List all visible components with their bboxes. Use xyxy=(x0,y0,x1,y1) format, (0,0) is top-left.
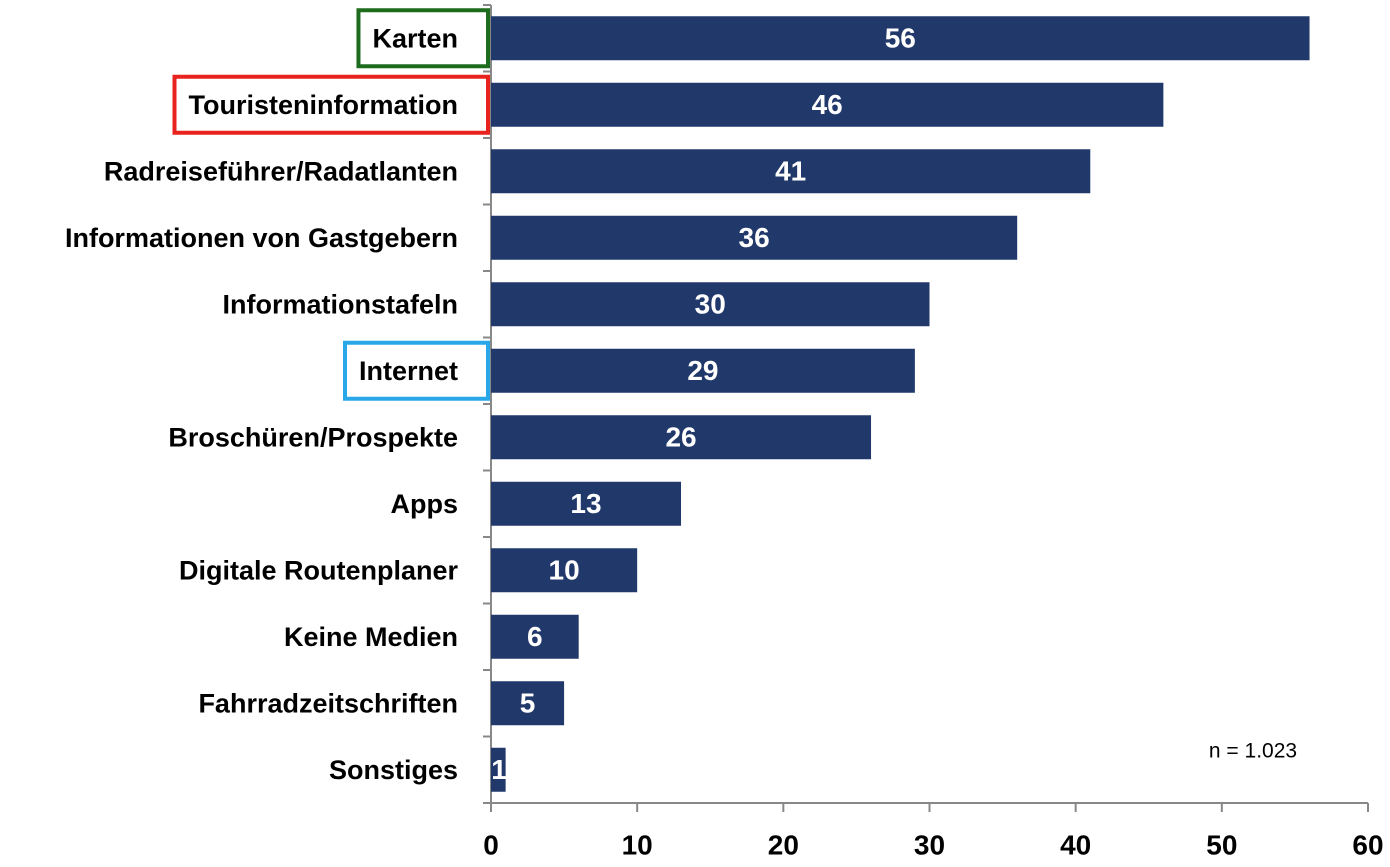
x-tick-label: 40 xyxy=(1060,829,1091,860)
x-tick-label: 0 xyxy=(483,829,499,860)
bar xyxy=(491,149,1091,194)
bar xyxy=(491,481,682,526)
value-label: 36 xyxy=(739,222,770,253)
category-label: Broschüren/Prospekte xyxy=(168,422,458,452)
value-label: 56 xyxy=(885,23,916,54)
category-label: Informationstafeln xyxy=(222,289,458,319)
bar xyxy=(491,415,872,460)
bar xyxy=(491,82,1164,127)
value-label: 26 xyxy=(665,422,696,453)
value-label: 46 xyxy=(812,89,843,120)
category-label: Internet xyxy=(359,356,458,386)
category-label: Digitale Routenplaner xyxy=(179,555,459,585)
value-label: 29 xyxy=(687,355,718,386)
label-highlight xyxy=(356,8,490,69)
value-label: 10 xyxy=(549,555,580,586)
category-label: Karten xyxy=(372,23,458,53)
category-label: Keine Medien xyxy=(284,622,458,652)
bar xyxy=(491,215,1018,260)
value-label: 5 xyxy=(520,688,536,719)
bar xyxy=(491,747,506,792)
label-highlight xyxy=(342,340,490,401)
annotation: n = 1.023 xyxy=(1209,740,1297,763)
value-label: 41 xyxy=(775,156,806,187)
x-tick-label: 20 xyxy=(768,829,799,860)
x-tick-label: 30 xyxy=(914,829,945,860)
bar xyxy=(491,348,915,393)
value-label: 30 xyxy=(695,289,726,320)
bar xyxy=(491,548,638,593)
category-label: Apps xyxy=(391,489,459,519)
category-label: Touristeninformation xyxy=(189,90,459,120)
bar xyxy=(491,282,930,327)
x-tick-label: 50 xyxy=(1206,829,1237,860)
bar xyxy=(491,681,565,726)
category-label: Sonstiges xyxy=(329,755,458,785)
bar xyxy=(491,614,579,659)
x-tick-label: 10 xyxy=(622,829,653,860)
category-label: Fahrradzeitschriften xyxy=(198,688,458,718)
category-label: Radreiseführer/Radatlanten xyxy=(104,156,458,186)
value-label: 1 xyxy=(491,754,507,785)
value-label: 13 xyxy=(570,488,601,519)
category-label: Informationen von Gastgebern xyxy=(65,223,458,253)
x-tick-label: 60 xyxy=(1352,829,1383,860)
bar xyxy=(491,16,1310,61)
value-label: 6 xyxy=(527,621,543,652)
label-highlight xyxy=(172,74,490,135)
